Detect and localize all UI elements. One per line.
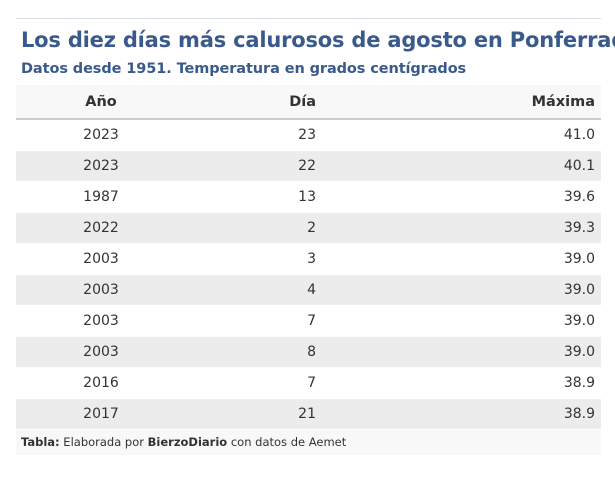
cell-year: 2003	[83, 343, 119, 360]
cell-year: 2003	[83, 250, 119, 267]
cell-day: 22	[298, 157, 316, 174]
footer-source: BierzoDiario	[147, 434, 228, 449]
cell-max: 39.6	[563, 188, 595, 205]
footer-text-2: con datos de Aemet	[227, 434, 347, 449]
header-max: Máxima	[531, 93, 595, 110]
footer-label: Tabla:	[21, 434, 60, 449]
cell-max: 39.3	[563, 219, 595, 236]
table-chart: Los diez días más calurosos de agosto en…	[16, 18, 615, 455]
cell-max: 39.0	[563, 343, 595, 360]
cell-max: 39.0	[563, 281, 595, 298]
table-footer: Tabla: Elaborada por BierzoDiario con da…	[16, 429, 601, 455]
top-divider	[16, 18, 601, 19]
table-body: 2023 23 41.0 2023 22 40.1 1987 13 39.6 2022 2 39.3 2…	[16, 119, 601, 429]
header-year: Año	[85, 93, 117, 110]
cell-day: 3	[307, 250, 316, 267]
cell-year: 2023	[83, 157, 119, 174]
cell-max: 41.0	[563, 126, 595, 143]
table-header-row: Año Día Máxima	[16, 85, 601, 119]
cell-year: 2017	[83, 405, 119, 422]
cell-day: 4	[307, 281, 316, 298]
cell-year: 2022	[83, 219, 119, 236]
table-row: 1987 13 39.6	[16, 181, 601, 212]
footer-text-1: Elaborada por	[59, 434, 148, 449]
cell-day: 7	[307, 312, 316, 329]
table-row: 2003 7 39.0	[16, 305, 601, 336]
cell-max: 38.9	[563, 374, 595, 391]
cell-year: 2016	[83, 374, 119, 391]
chart-title: Los diez días más calurosos de agosto en…	[21, 28, 615, 52]
data-table: Año Día Máxima 2023 23 41.0 2023 22 40.1 1987 1…	[16, 85, 601, 430]
table-row: 2003 3 39.0	[16, 243, 601, 274]
cell-day: 8	[307, 343, 316, 360]
cell-max: 39.0	[563, 250, 595, 267]
table-row: 2023 22 40.1	[16, 150, 601, 181]
cell-day: 21	[298, 405, 316, 422]
table-row: 2017 21 38.9	[16, 398, 601, 429]
table-row: 2003 4 39.0	[16, 274, 601, 305]
cell-year: 2003	[83, 281, 119, 298]
cell-max: 40.1	[563, 157, 595, 174]
table-row: 2023 23 41.0	[16, 119, 601, 150]
table-row: 2022 2 39.3	[16, 212, 601, 243]
cell-day: 2	[307, 219, 316, 236]
cell-year: 2003	[83, 312, 119, 329]
cell-day: 23	[298, 126, 316, 143]
cell-day: 7	[307, 374, 316, 391]
table-row: 2016 7 38.9	[16, 367, 601, 398]
cell-year: 2023	[83, 126, 119, 143]
header-day: Día	[289, 93, 316, 110]
cell-max: 38.9	[563, 405, 595, 422]
cell-max: 39.0	[563, 312, 595, 329]
table-row: 2003 8 39.0	[16, 336, 601, 367]
chart-subtitle: Datos desde 1951. Temperatura en grados …	[21, 61, 467, 77]
cell-day: 13	[298, 188, 316, 205]
cell-year: 1987	[83, 188, 119, 205]
